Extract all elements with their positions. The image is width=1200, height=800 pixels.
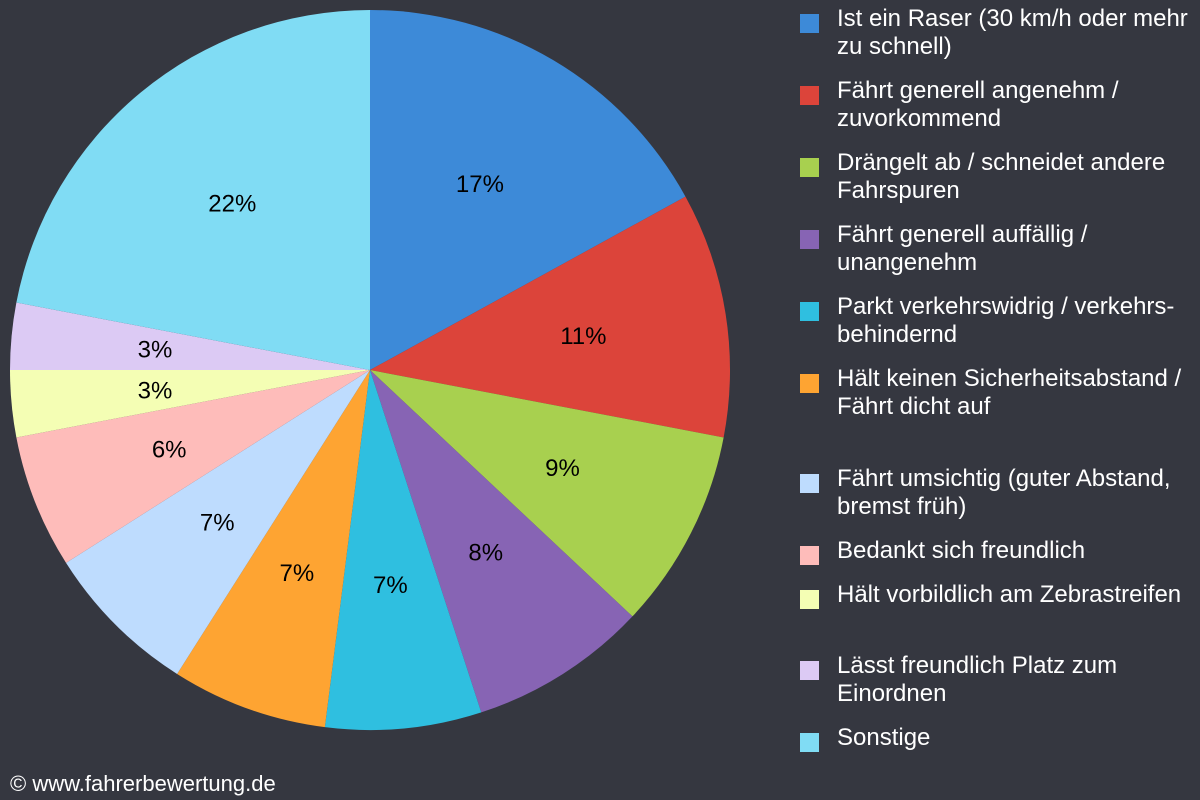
legend-swatch xyxy=(800,14,819,33)
legend-label: Fährt generell auffällig / unangenehm xyxy=(837,221,1088,276)
legend-item: Fährt generell angenehm / zuvorkommend xyxy=(800,77,1195,133)
legend-label: Sonstige xyxy=(837,724,931,751)
pie-slice-1 xyxy=(370,196,730,438)
slice-label-3: 8% xyxy=(468,539,503,566)
slice-label-0: 17% xyxy=(456,171,504,198)
pie-slice-8 xyxy=(10,370,370,438)
slice-label-4: 7% xyxy=(373,572,408,599)
legend-item: Sonstige xyxy=(800,724,1195,752)
legend-swatch xyxy=(800,86,819,105)
legend-swatch xyxy=(800,474,819,493)
legend-label: Lässt freundlich Platz zum Einordnen xyxy=(837,652,1118,707)
legend-swatch xyxy=(800,661,819,680)
pie-slice-0 xyxy=(370,10,686,370)
legend-label: Hält vorbildlich am Zebrastreifen xyxy=(837,581,1182,608)
legend-item: Bedankt sich freundlich xyxy=(800,537,1195,565)
slice-label-5: 7% xyxy=(279,560,314,587)
pie-slice-4 xyxy=(324,370,482,731)
slice-label-8: 3% xyxy=(138,377,173,404)
legend-item: Lässt freundlich Platz zum Einordnen xyxy=(800,652,1195,708)
slice-label-9: 3% xyxy=(138,337,173,364)
slice-label-7: 6% xyxy=(152,437,187,464)
pie-slice-9 xyxy=(10,302,370,370)
legend-item: Ist ein Raser (30 km/h oder mehr zu schn… xyxy=(800,5,1195,61)
legend-item: Fährt generell auffällig / unangenehm xyxy=(800,221,1195,277)
legend-item: Hält vorbildlich am Zebrastreifen xyxy=(800,581,1195,609)
slice-label-6: 7% xyxy=(200,510,235,537)
legend-label: Bedankt sich freundlich xyxy=(837,537,1086,564)
slice-label-10: 22% xyxy=(208,191,256,218)
legend-item: Parkt verkehrswidrig / verkehrs-behinder… xyxy=(800,293,1195,349)
pie-slice-3 xyxy=(370,370,633,713)
pie-slice-2 xyxy=(370,370,724,617)
legend-swatch xyxy=(800,230,819,249)
copyright-footer: © www.fahrerbewertung.de xyxy=(10,771,276,796)
legend-label: Drängelt ab / schneidet andere Fahrspure… xyxy=(837,149,1166,204)
pie-slice-10 xyxy=(16,10,371,370)
legend-label: Fährt generell angenehm / zuvorkommend xyxy=(837,77,1119,132)
legend-label: Hält keinen Sicherheitsabstand / Fährt d… xyxy=(837,365,1182,420)
pie-slice-5 xyxy=(177,370,370,728)
legend-swatch xyxy=(800,158,819,177)
legend-swatch xyxy=(800,302,819,321)
slice-label-1: 11% xyxy=(560,323,606,350)
legend-swatch xyxy=(800,374,819,393)
legend-label: Ist ein Raser (30 km/h oder mehr zu schn… xyxy=(837,5,1188,60)
legend-swatch xyxy=(800,546,819,565)
legend-item: Fährt umsichtig (guter Abstand, bremst f… xyxy=(800,465,1195,521)
legend-label: Fährt umsichtig (guter Abstand, bremst f… xyxy=(837,465,1171,520)
legend-swatch xyxy=(800,733,819,752)
legend-label: Parkt verkehrswidrig / verkehrs-behinder… xyxy=(837,293,1175,348)
legend-item: Hält keinen Sicherheitsabstand / Fährt d… xyxy=(800,365,1195,421)
slice-label-2: 9% xyxy=(545,455,580,482)
legend-swatch xyxy=(800,590,819,609)
pie-chart: 17% 11% 9% 8% 7% 7% 7% 6% 3% 3% 22% xyxy=(10,10,730,731)
pie-slice-7 xyxy=(16,370,371,563)
legend-item: Drängelt ab / schneidet andere Fahrspure… xyxy=(800,149,1195,205)
pie-slice-6 xyxy=(66,370,371,674)
